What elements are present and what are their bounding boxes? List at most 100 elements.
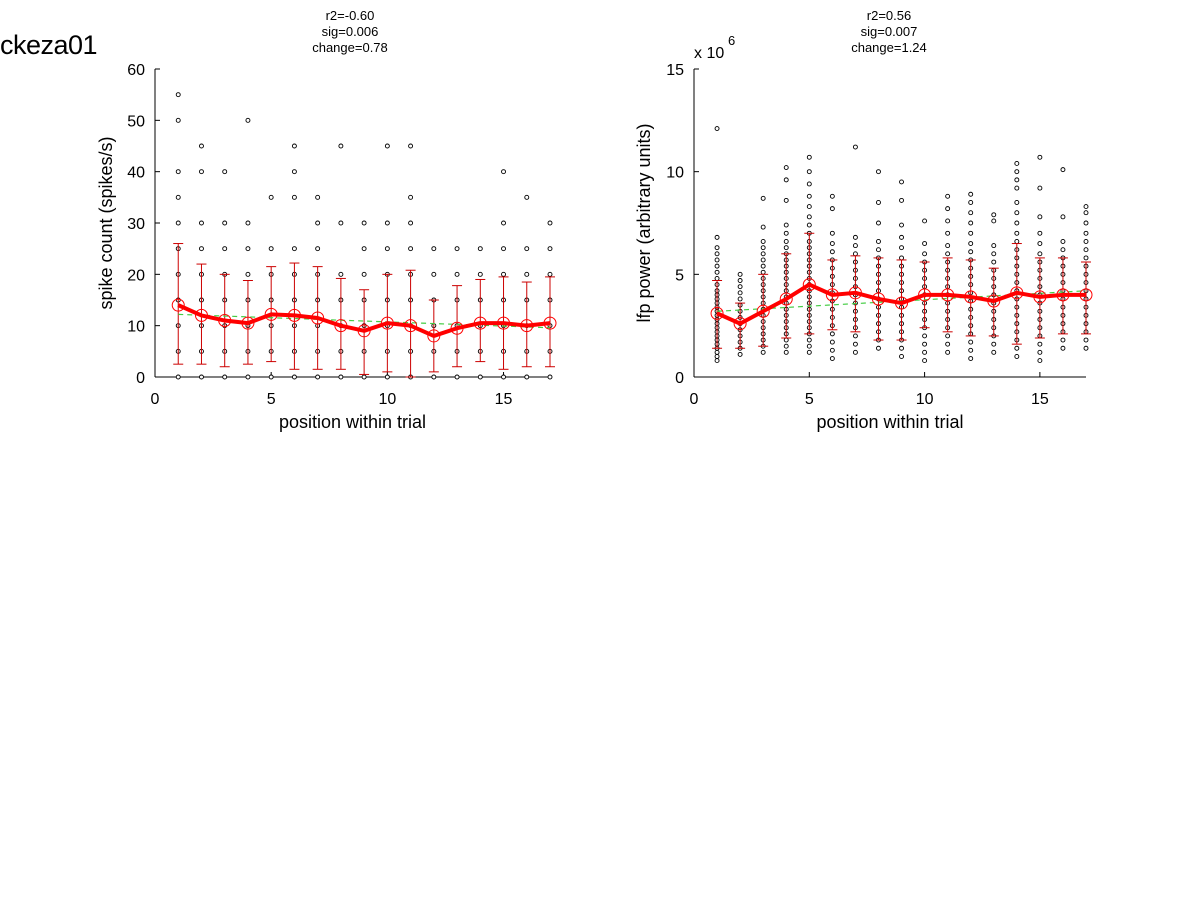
data-point xyxy=(1060,337,1066,343)
data-point xyxy=(454,374,460,380)
data-point xyxy=(783,245,789,251)
mean-marker xyxy=(450,321,464,335)
data-point xyxy=(852,349,858,355)
data-point xyxy=(338,143,344,149)
data-point xyxy=(547,271,553,277)
data-point xyxy=(806,169,812,175)
mean-marker xyxy=(756,304,770,318)
data-point xyxy=(1014,177,1020,183)
data-point xyxy=(714,275,720,281)
data-point xyxy=(1083,337,1089,343)
x-tick-label: 5 xyxy=(805,391,814,408)
data-point xyxy=(408,220,414,226)
mean-marker xyxy=(264,307,278,321)
data-point xyxy=(714,263,720,269)
y-tick-label: 50 xyxy=(127,113,145,130)
data-point xyxy=(1083,204,1089,210)
data-point xyxy=(968,210,974,216)
data-point xyxy=(268,194,274,200)
data-point xyxy=(1083,255,1089,261)
data-point xyxy=(945,193,951,199)
data-point xyxy=(783,222,789,228)
data-point xyxy=(760,224,766,230)
data-point xyxy=(1037,185,1043,191)
mean-marker xyxy=(543,316,557,330)
data-point xyxy=(806,193,812,199)
data-point xyxy=(945,230,951,236)
mean-line xyxy=(177,303,551,338)
mean-marker xyxy=(802,278,816,292)
mean-marker xyxy=(848,286,862,300)
data-point xyxy=(991,212,997,218)
data-point xyxy=(245,374,251,380)
data-point xyxy=(245,117,251,123)
mean-marker xyxy=(710,306,724,320)
data-point xyxy=(760,239,766,244)
data-point xyxy=(852,243,858,249)
data-point xyxy=(315,374,321,380)
x-axis-label: position within trial xyxy=(279,412,426,432)
data-point xyxy=(991,251,997,257)
mean-marker xyxy=(357,324,371,338)
data-point xyxy=(876,200,881,205)
data-point xyxy=(384,220,390,226)
mean-marker xyxy=(941,288,955,302)
data-point xyxy=(968,356,974,361)
x-tick-label: 15 xyxy=(495,391,513,408)
data-point xyxy=(968,230,974,236)
data-point xyxy=(175,374,181,380)
data-point xyxy=(991,218,997,224)
data-point xyxy=(945,251,951,257)
data-point xyxy=(547,246,553,252)
data-point xyxy=(1083,345,1089,351)
data-point xyxy=(524,246,530,252)
data-point xyxy=(1014,169,1020,175)
mean-marker xyxy=(1056,288,1070,302)
data-point xyxy=(1014,354,1020,359)
stat-line: r2=0.56 xyxy=(867,8,911,23)
data-point xyxy=(175,117,181,123)
stat-line: r2=-0.60 xyxy=(326,8,375,23)
data-point xyxy=(1037,349,1043,355)
data-point xyxy=(245,220,251,226)
data-point xyxy=(922,341,928,347)
data-point xyxy=(783,230,789,236)
data-point xyxy=(1014,185,1020,191)
data-point xyxy=(714,234,720,240)
data-point xyxy=(714,349,720,355)
data-point xyxy=(524,194,530,200)
data-point xyxy=(1083,210,1089,216)
data-point xyxy=(783,177,789,183)
data-point xyxy=(760,349,766,355)
data-point xyxy=(760,195,766,201)
data-point xyxy=(1083,220,1089,226)
data-point xyxy=(899,354,904,359)
data-point xyxy=(477,374,483,380)
data-point xyxy=(714,245,720,251)
mean-marker xyxy=(520,319,534,333)
y-tick-label: 40 xyxy=(127,165,145,182)
mean-marker xyxy=(380,316,394,330)
data-point xyxy=(945,218,951,224)
data-point xyxy=(501,246,506,252)
x-tick-label: 15 xyxy=(1031,391,1049,408)
data-point xyxy=(760,251,766,257)
mean-marker xyxy=(473,316,487,330)
mean-marker xyxy=(171,298,185,312)
data-point xyxy=(291,246,297,252)
x-tick-label: 5 xyxy=(267,391,276,408)
data-point xyxy=(991,341,997,347)
data-point xyxy=(361,246,367,252)
mean-marker xyxy=(871,292,885,306)
data-point xyxy=(315,246,321,252)
x-axis-label: position within trial xyxy=(816,412,963,432)
y-tick-label: 15 xyxy=(666,62,684,79)
data-point xyxy=(501,220,506,226)
data-point xyxy=(852,234,858,240)
data-point xyxy=(1060,239,1066,244)
data-point xyxy=(737,351,743,357)
mean-marker xyxy=(918,288,932,302)
data-point xyxy=(899,255,904,261)
data-point xyxy=(431,271,437,277)
data-point xyxy=(222,374,228,380)
